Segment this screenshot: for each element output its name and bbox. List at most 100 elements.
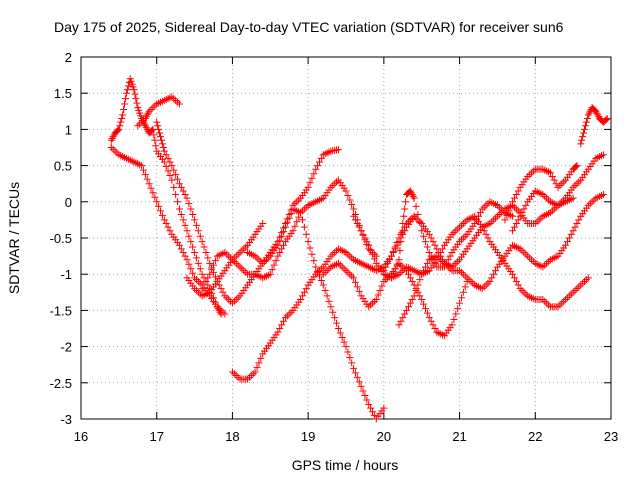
data-point	[166, 227, 174, 235]
data-point	[340, 338, 348, 346]
data-point	[232, 296, 240, 304]
data-point	[454, 305, 462, 313]
data-point	[351, 278, 359, 286]
data-point	[475, 212, 482, 220]
data-point	[387, 274, 395, 282]
data-point	[531, 220, 539, 228]
data-point	[575, 216, 583, 224]
data-point	[514, 281, 522, 289]
data-point	[192, 221, 200, 229]
data-point	[509, 198, 517, 206]
data-point	[520, 248, 528, 256]
data-point	[108, 134, 116, 142]
data-point	[115, 125, 123, 133]
data-point	[300, 288, 308, 296]
data-point	[119, 111, 127, 119]
data-point	[316, 272, 323, 280]
data-point	[123, 86, 131, 94]
data-point	[109, 133, 117, 141]
series-arc-14	[501, 162, 581, 224]
data-point	[157, 207, 164, 215]
data-point	[351, 216, 359, 224]
data-point	[185, 232, 193, 240]
data-point	[134, 122, 142, 130]
data-point	[410, 292, 418, 300]
data-point	[281, 223, 289, 231]
data-point	[206, 270, 214, 278]
data-point	[418, 270, 426, 278]
chart-title: Day 175 of 2025, Sidereal Day-to-day VTE…	[54, 19, 564, 35]
data-point	[429, 256, 437, 264]
data-point	[420, 232, 428, 240]
data-point	[387, 252, 395, 260]
data-point	[142, 124, 150, 132]
data-point	[510, 194, 518, 202]
data-point	[399, 220, 407, 228]
data-point	[541, 297, 549, 305]
data-point	[177, 245, 185, 253]
data-point	[581, 122, 589, 130]
data-point	[298, 216, 306, 224]
data-point	[274, 241, 282, 249]
data-point	[599, 191, 607, 199]
data-point	[427, 252, 435, 260]
data-point	[416, 219, 424, 227]
data-point	[172, 191, 180, 199]
data-point	[283, 312, 291, 320]
data-point	[215, 305, 223, 313]
series-arc-8	[244, 205, 388, 423]
data-point	[179, 216, 187, 224]
data-point	[293, 198, 301, 206]
data-point	[396, 247, 404, 255]
data-point	[573, 162, 581, 170]
data-point	[274, 252, 282, 260]
data-point	[465, 276, 473, 284]
data-point	[461, 272, 469, 280]
data-point	[327, 303, 335, 311]
data-point	[111, 147, 119, 155]
data-point	[593, 109, 601, 117]
data-point	[524, 252, 532, 260]
data-point	[221, 292, 229, 300]
data-point	[162, 151, 170, 159]
data-point	[185, 200, 193, 208]
data-point	[342, 187, 350, 195]
series-arc-15	[509, 151, 607, 235]
data-point	[120, 105, 128, 113]
data-point	[312, 263, 320, 271]
data-point	[440, 263, 448, 271]
data-point	[149, 189, 157, 197]
data-point	[141, 171, 149, 179]
data-point	[333, 319, 341, 327]
data-point	[302, 230, 310, 238]
data-point	[408, 277, 416, 285]
data-point	[526, 254, 534, 262]
data-point	[314, 267, 322, 275]
data-point	[369, 408, 376, 416]
data-point	[575, 178, 583, 186]
data-point	[442, 259, 450, 267]
data-point	[310, 170, 318, 178]
data-point	[179, 187, 187, 195]
data-point	[344, 191, 352, 199]
data-point	[168, 162, 176, 170]
data-point	[512, 220, 520, 228]
data-point	[148, 126, 156, 134]
series-arc-13	[387, 187, 517, 282]
data-point	[583, 115, 591, 123]
data-point	[407, 189, 415, 197]
data-point	[263, 256, 270, 264]
data-point	[573, 285, 581, 293]
data-points	[107, 75, 611, 423]
data-point	[142, 113, 150, 121]
data-point	[353, 283, 361, 291]
data-point	[344, 268, 352, 276]
data-point	[177, 183, 185, 191]
data-point	[306, 179, 314, 187]
data-point	[459, 288, 467, 296]
data-point	[454, 225, 462, 233]
data-point	[300, 223, 308, 231]
data-point	[174, 175, 182, 183]
data-point	[414, 288, 422, 296]
